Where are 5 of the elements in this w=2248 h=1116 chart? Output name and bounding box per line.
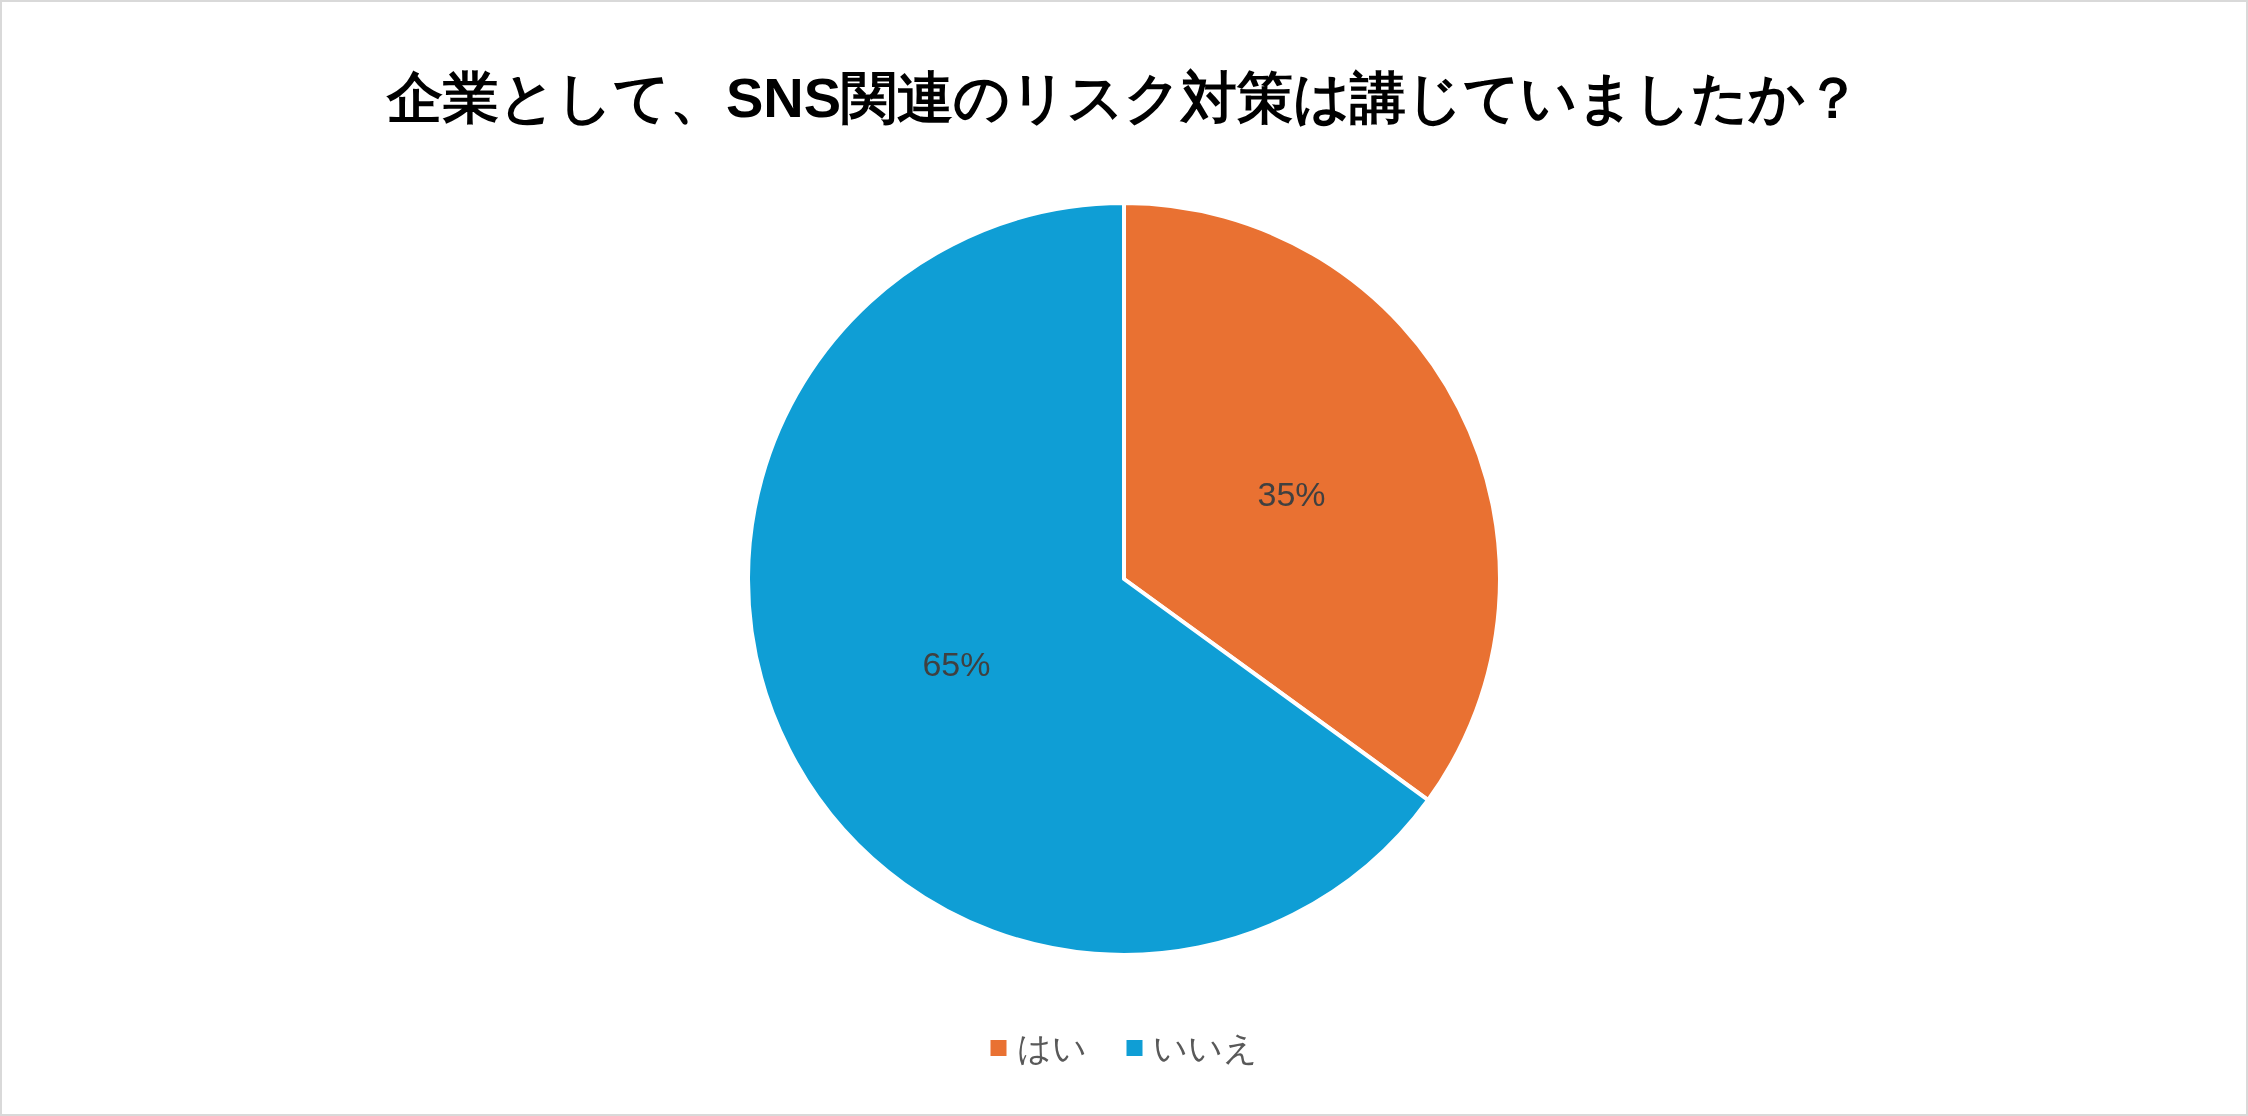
legend-label: いいえ bbox=[1152, 1029, 1258, 1067]
data-label: 35% bbox=[1257, 474, 1326, 513]
legend-label: はい bbox=[1016, 1029, 1087, 1067]
data-label: 65% bbox=[922, 645, 991, 684]
chart-title: 企業として、SNS関連のリスク対策は講じていましたか？ bbox=[385, 66, 1862, 129]
